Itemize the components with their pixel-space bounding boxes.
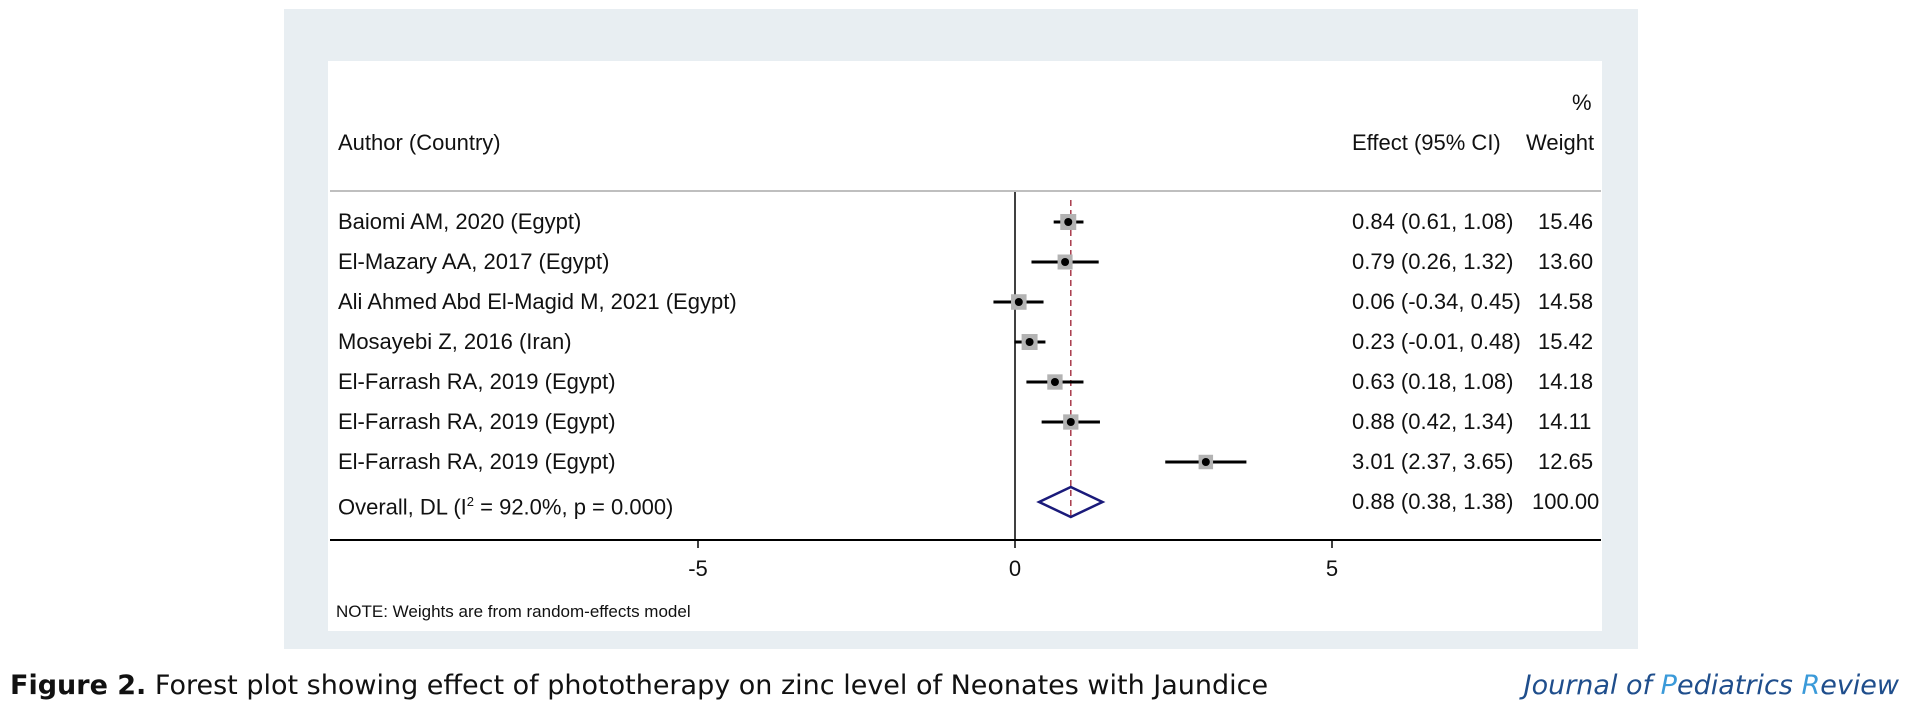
study-weight: 14.58 xyxy=(1538,289,1594,314)
study-point-estimate xyxy=(1061,258,1070,266)
header-weight: Weight xyxy=(1526,130,1595,155)
study-weight: 14.11 xyxy=(1538,409,1592,434)
study-effect-ci: 0.88 (0.42, 1.34) xyxy=(1352,409,1514,434)
study-effect-ci: 0.79 (0.26, 1.32) xyxy=(1352,249,1514,274)
x-tick-label: 0 xyxy=(1009,556,1021,581)
journal-logo-p: P xyxy=(1660,670,1677,701)
plot-area xyxy=(328,61,1602,631)
study-effect-ci: 0.63 (0.18, 1.08) xyxy=(1352,369,1514,394)
study-weight: 15.42 xyxy=(1538,329,1594,354)
journal-logo: Journal of Pediatrics Review xyxy=(1524,670,1899,701)
study-effect-ci: 0.06 (-0.34, 0.45) xyxy=(1352,289,1521,314)
study-label: Baiomi AM, 2020 (Egypt) xyxy=(338,209,582,234)
study-effect-ci: 0.84 (0.61, 1.08) xyxy=(1352,209,1514,234)
figure-caption: Figure 2. Forest plot showing effect of … xyxy=(10,670,1268,701)
overall-label: Overall, DL (I2 = 92.0%, p = 0.000) xyxy=(338,489,673,520)
x-tick-label: 5 xyxy=(1326,556,1338,581)
study-label: Ali Ahmed Abd El-Magid M, 2021 (Egypt) xyxy=(338,289,737,314)
header-weight-percent: % xyxy=(1572,90,1592,115)
study-label: El-Farrash RA, 2019 (Egypt) xyxy=(338,449,616,474)
overall-weight: 100.00 xyxy=(1532,489,1600,514)
journal-logo-eview: eview xyxy=(1820,670,1899,701)
overall-label-superscript: 2 xyxy=(466,494,475,509)
study-weight: 13.60 xyxy=(1538,249,1594,274)
header-effect: Effect (95% CI) xyxy=(1352,130,1501,155)
caption-label: Figure 2. xyxy=(10,670,147,701)
journal-logo-r: R xyxy=(1801,670,1821,701)
study-effect-ci: 3.01 (2.37, 3.65) xyxy=(1352,449,1514,474)
journal-logo-ournal: ournal of xyxy=(1531,670,1661,701)
study-point-estimate xyxy=(1014,298,1023,306)
caption-text: Forest plot showing effect of photothera… xyxy=(146,670,1269,701)
weights-note: NOTE: Weights are from random-effects mo… xyxy=(336,602,691,621)
study-weight: 15.46 xyxy=(1538,209,1594,234)
study-point-estimate xyxy=(1050,378,1059,386)
overall-diamond xyxy=(1036,485,1106,519)
study-point-estimate xyxy=(1025,338,1034,346)
overall-effect-ci: 0.88 (0.38, 1.38) xyxy=(1352,489,1514,514)
study-label: El-Farrash RA, 2019 (Egypt) xyxy=(338,409,616,434)
journal-logo-ediatrics: ediatrics xyxy=(1676,670,1802,701)
study-point-estimate xyxy=(1064,218,1073,226)
study-weight: 14.18 xyxy=(1538,369,1594,394)
study-effect-ci: 0.23 (-0.01, 0.48) xyxy=(1352,329,1521,354)
study-weight: 12.65 xyxy=(1538,449,1594,474)
study-label: Mosayebi Z, 2016 (Iran) xyxy=(338,329,572,354)
study-label: El-Farrash RA, 2019 (Egypt) xyxy=(338,369,616,394)
study-point-estimate xyxy=(1066,418,1075,426)
journal-logo-j: J xyxy=(1523,670,1532,701)
study-point-estimate xyxy=(1201,458,1210,466)
overall-label-suffix: = 92.0%, p = 0.000) xyxy=(474,494,674,520)
overall-label-prefix: Overall, DL (I xyxy=(338,494,467,520)
header-study: Author (Country) xyxy=(338,130,501,155)
x-tick-label: -5 xyxy=(688,556,708,581)
study-label: El-Mazary AA, 2017 (Egypt) xyxy=(338,249,610,274)
